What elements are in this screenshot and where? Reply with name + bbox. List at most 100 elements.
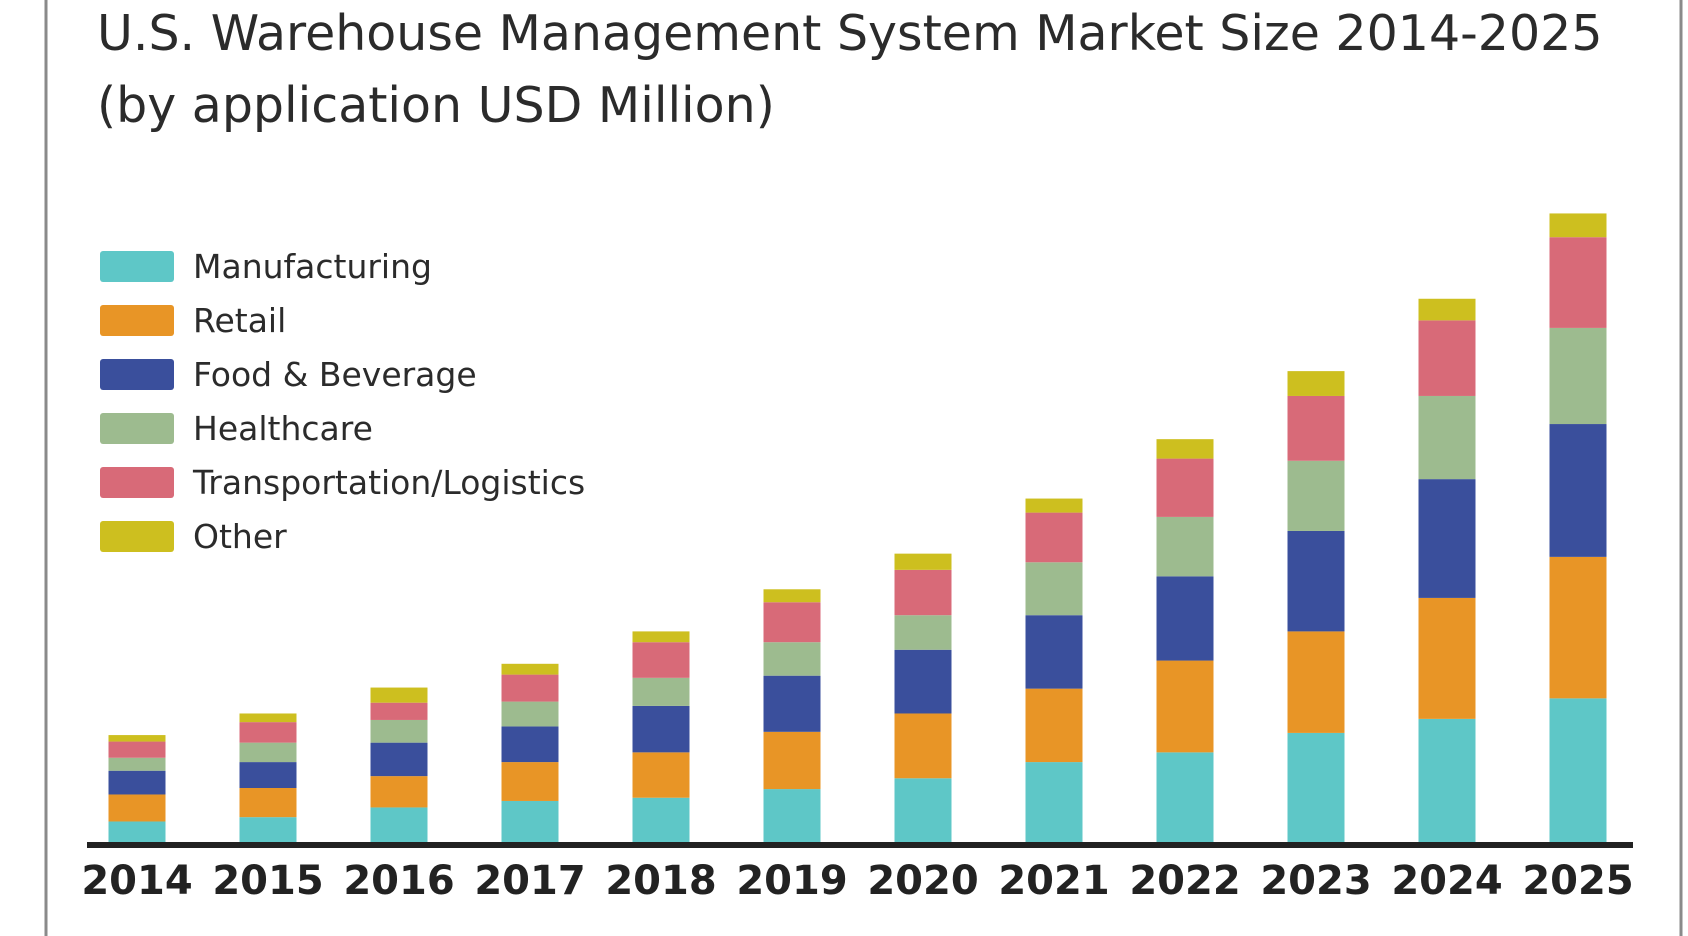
bar-retail-2015 — [239, 788, 297, 818]
bar-retail-2022 — [1156, 660, 1214, 753]
bar-transportation-logistics-2021 — [1025, 512, 1083, 563]
bar-healthcare-2015 — [239, 742, 297, 763]
bar-transportation-logistics-2023 — [1287, 395, 1345, 461]
bar-retail-2017 — [501, 762, 559, 801]
legend-swatch-manufacturing — [100, 251, 174, 282]
x-axis-line — [87, 842, 1633, 848]
bar-transportation-logistics-2015 — [239, 722, 297, 743]
bar-retail-2019 — [763, 731, 821, 790]
bar-manufacturing-2024 — [1418, 718, 1476, 842]
bar-healthcare-2024 — [1418, 395, 1476, 480]
bar-other-2022 — [1156, 439, 1214, 459]
bar-transportation-logistics-2020 — [894, 569, 952, 616]
bars — [108, 213, 1607, 842]
bar-other-2024 — [1418, 298, 1476, 321]
bar-other-2020 — [894, 553, 952, 570]
bar-transportation-logistics-2018 — [632, 642, 690, 678]
bar-transportation-logistics-2019 — [763, 602, 821, 643]
bar-retail-2020 — [894, 713, 952, 779]
x-tick-2019: 2019 — [736, 858, 847, 904]
x-tick-2021: 2021 — [998, 858, 1109, 904]
bar-retail-2014 — [108, 794, 166, 822]
bar-food-beverage-2020 — [894, 649, 952, 714]
bar-manufacturing-2021 — [1025, 762, 1083, 842]
x-tick-2024: 2024 — [1391, 858, 1502, 904]
bar-transportation-logistics-2024 — [1418, 320, 1476, 396]
bar-food-beverage-2017 — [501, 726, 559, 763]
bar-food-beverage-2016 — [370, 742, 428, 777]
bar-retail-2024 — [1418, 597, 1476, 719]
x-axis-ticks: 2014 2015 2016 2017 2018 2019 2020 2021 2022 2023… — [81, 858, 1633, 904]
bar-retail-2025 — [1549, 556, 1607, 699]
bar-other-2021 — [1025, 498, 1083, 513]
bar-other-2025 — [1549, 213, 1607, 238]
bar-food-beverage-2024 — [1418, 479, 1476, 598]
bar-retail-2018 — [632, 752, 690, 798]
bar-healthcare-2014 — [108, 757, 166, 771]
legend-label-food-beverage: Food & Beverage — [193, 355, 477, 394]
legend-label-manufacturing: Manufacturing — [193, 247, 432, 286]
x-tick-2015: 2015 — [212, 858, 323, 904]
bar-healthcare-2022 — [1156, 516, 1214, 577]
x-tick-2020: 2020 — [867, 858, 978, 904]
bar-retail-2023 — [1287, 631, 1345, 733]
legend-label-retail: Retail — [193, 301, 286, 340]
bar-manufacturing-2018 — [632, 797, 690, 842]
bar-healthcare-2018 — [632, 677, 690, 706]
bar-healthcare-2017 — [501, 701, 559, 727]
bar-food-beverage-2014 — [108, 770, 166, 795]
bar-other-2017 — [501, 663, 559, 675]
bar-other-2016 — [370, 687, 428, 703]
legend-swatch-food-beverage — [100, 359, 174, 390]
bar-healthcare-2016 — [370, 719, 428, 743]
x-tick-2017: 2017 — [474, 858, 585, 904]
bar-manufacturing-2017 — [501, 800, 559, 842]
bar-food-beverage-2021 — [1025, 615, 1083, 689]
bar-other-2023 — [1287, 371, 1345, 396]
bar-manufacturing-2020 — [894, 778, 952, 842]
legend-swatch-healthcare — [100, 413, 174, 444]
bar-other-2019 — [763, 589, 821, 603]
bar-food-beverage-2025 — [1549, 424, 1607, 557]
bar-manufacturing-2023 — [1287, 732, 1345, 842]
bar-manufacturing-2019 — [763, 789, 821, 842]
bar-transportation-logistics-2022 — [1156, 458, 1214, 517]
bar-retail-2016 — [370, 776, 428, 808]
legend-label-other: Other — [193, 517, 287, 556]
bar-healthcare-2020 — [894, 615, 952, 650]
bar-food-beverage-2023 — [1287, 530, 1345, 632]
bar-healthcare-2023 — [1287, 460, 1345, 531]
legend-label-healthcare: Healthcare — [193, 409, 373, 448]
bar-transportation-logistics-2016 — [370, 702, 428, 720]
bar-food-beverage-2022 — [1156, 576, 1214, 661]
legend-swatch-other — [100, 521, 174, 552]
bar-manufacturing-2015 — [239, 817, 297, 842]
x-tick-2023: 2023 — [1260, 858, 1371, 904]
bar-other-2015 — [239, 713, 297, 723]
bar-food-beverage-2019 — [763, 675, 821, 732]
x-tick-2016: 2016 — [343, 858, 454, 904]
bar-transportation-logistics-2017 — [501, 674, 559, 702]
bar-food-beverage-2015 — [239, 762, 297, 788]
chart-title: U.S. Warehouse Management System Market … — [97, 5, 1603, 62]
legend: Manufacturing Retail Food & Beverage Health… — [100, 247, 585, 556]
bar-manufacturing-2022 — [1156, 752, 1214, 842]
legend-label-transportation-logistics: Transportation/Logistics — [192, 463, 585, 502]
x-tick-2025: 2025 — [1522, 858, 1633, 904]
bar-healthcare-2025 — [1549, 327, 1607, 425]
x-tick-2018: 2018 — [605, 858, 716, 904]
legend-swatch-transportation-logistics — [100, 467, 174, 498]
bar-manufacturing-2014 — [108, 821, 166, 842]
bar-food-beverage-2018 — [632, 705, 690, 753]
x-tick-2022: 2022 — [1129, 858, 1240, 904]
legend-swatch-retail — [100, 305, 174, 336]
bar-retail-2021 — [1025, 688, 1083, 763]
bar-manufacturing-2025 — [1549, 698, 1607, 842]
x-tick-2014: 2014 — [81, 858, 192, 904]
bar-transportation-logistics-2025 — [1549, 237, 1607, 328]
bar-other-2018 — [632, 631, 690, 643]
bar-other-2014 — [108, 735, 166, 742]
bar-manufacturing-2016 — [370, 807, 428, 842]
bar-healthcare-2021 — [1025, 562, 1083, 616]
